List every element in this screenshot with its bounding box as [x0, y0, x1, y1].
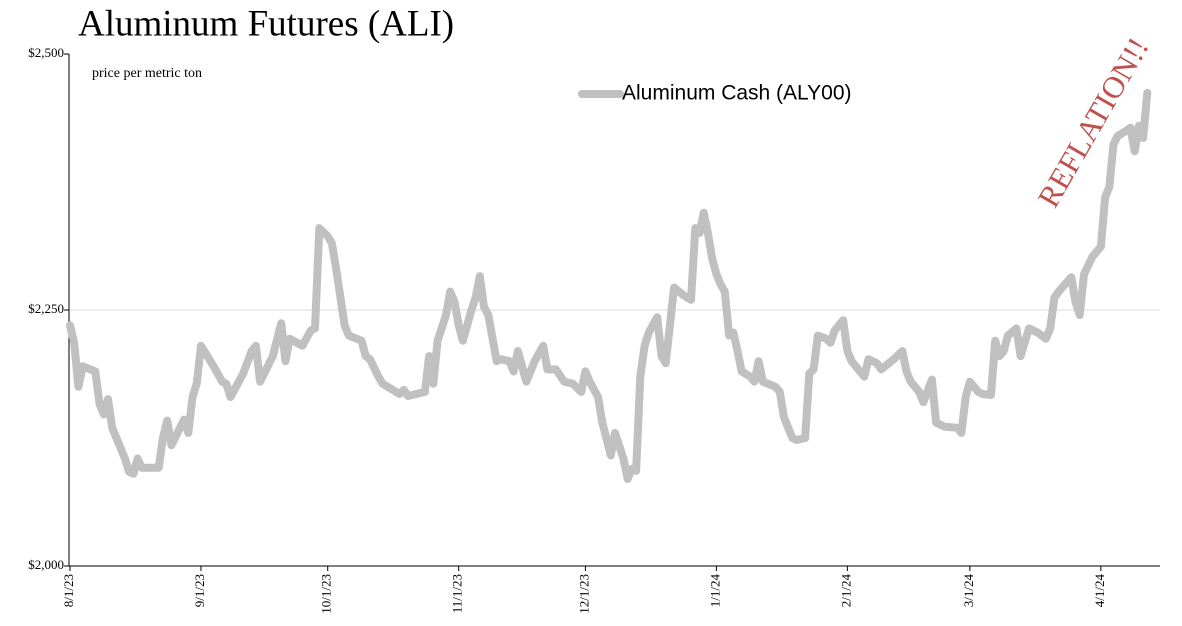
- y-tick-label: $2,250: [28, 301, 64, 316]
- x-tick-label: 11/1/23: [450, 574, 465, 613]
- y-axis-label: price per metric ton: [92, 66, 202, 81]
- x-tick-label: 3/1/24: [961, 574, 976, 608]
- data-line: [66, 88, 1152, 483]
- chart-title: Aluminum Futures (ALI): [78, 3, 454, 44]
- y-tick-label: $2,500: [28, 45, 64, 60]
- x-tick-label: 4/1/24: [1092, 574, 1107, 608]
- x-tick-label: 2/1/24: [838, 574, 853, 608]
- legend-label: Aluminum Cash (ALY00): [622, 82, 852, 105]
- x-tick-label: 8/1/23: [61, 574, 76, 607]
- x-tick-label: 9/1/23: [192, 574, 207, 607]
- x-tick-label: 10/1/23: [319, 574, 334, 614]
- x-tick-label: 1/1/24: [707, 574, 722, 608]
- x-tick-label: 12/1/23: [576, 574, 591, 614]
- y-tick-label: $2,000: [28, 557, 64, 572]
